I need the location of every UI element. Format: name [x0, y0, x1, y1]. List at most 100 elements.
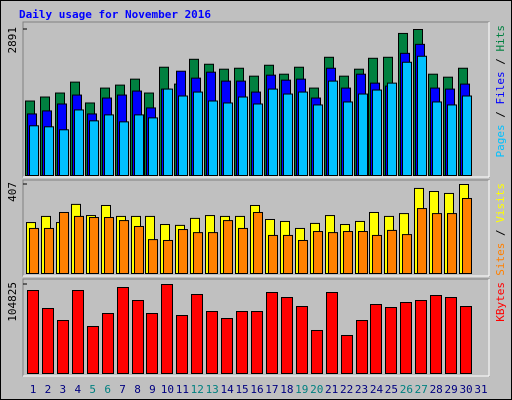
x-tick-label: 6: [104, 383, 111, 396]
bar: [251, 311, 263, 375]
bar: [102, 312, 114, 374]
bar: [72, 289, 84, 374]
bar: [417, 55, 427, 176]
bar: [193, 232, 203, 274]
bar: [178, 229, 188, 274]
bar: [29, 227, 39, 275]
bar: [119, 220, 129, 275]
bar: [462, 197, 472, 274]
bar: [358, 231, 368, 274]
bar: [42, 307, 54, 375]
x-tick-label: 10: [161, 383, 174, 396]
x-tick-label: 2: [45, 383, 52, 396]
legend-entry: Hits: [494, 25, 507, 52]
x-tick-label: 4: [74, 383, 81, 396]
bar: [161, 284, 173, 374]
x-tick-label: 21: [325, 383, 338, 396]
bar: [117, 287, 129, 375]
bar: [356, 320, 368, 375]
x-tick-label: 28: [430, 383, 443, 396]
legend: Sites / Visits: [494, 183, 507, 276]
bar: [119, 121, 129, 176]
bar: [445, 297, 457, 374]
legend-entry: Files: [494, 71, 507, 104]
bar: [74, 109, 84, 176]
legend-entry: Pages: [494, 124, 507, 157]
x-tick-label: 19: [295, 383, 308, 396]
bar: [358, 93, 368, 176]
bar: [328, 80, 338, 176]
x-tick-label: 27: [415, 383, 428, 396]
x-tick-label: 1: [30, 383, 37, 396]
bar: [387, 82, 397, 176]
bar: [104, 114, 114, 176]
y-tick-label: 104825: [6, 282, 19, 322]
x-tick-label: 13: [206, 383, 219, 396]
bar: [387, 229, 397, 274]
bar: [341, 334, 353, 374]
bar: [415, 300, 427, 375]
x-tick-label: 25: [385, 383, 398, 396]
x-tick-label: 18: [280, 383, 293, 396]
bar: [238, 96, 248, 176]
bar: [146, 312, 158, 374]
bar: [343, 231, 353, 274]
bar: [29, 125, 39, 176]
bar: [148, 117, 158, 176]
bar: [89, 217, 99, 274]
bar: [223, 102, 233, 176]
bar: [253, 103, 263, 176]
chart-title: Daily usage for November 2016: [19, 8, 211, 21]
bar: [268, 88, 278, 176]
bar: [104, 217, 114, 274]
x-tick-label: 30: [459, 383, 472, 396]
legend-separator: /: [494, 105, 507, 125]
bar: [193, 91, 203, 176]
bar: [417, 208, 427, 274]
bar: [221, 317, 233, 375]
bar: [253, 211, 263, 274]
bar: [296, 306, 308, 374]
bar: [134, 114, 144, 176]
bar: [281, 297, 293, 374]
bar: [148, 239, 158, 274]
x-tick-label: 24: [370, 383, 384, 396]
bar: [385, 307, 397, 374]
bar: [89, 120, 99, 176]
bar: [132, 300, 144, 375]
bar: [238, 227, 248, 275]
bar: [283, 234, 293, 275]
bar: [223, 220, 233, 275]
legend: KBytes: [494, 282, 507, 322]
x-tick-label: 8: [134, 383, 141, 396]
bar: [57, 320, 69, 375]
legend: Pages / Files / Hits: [494, 25, 507, 158]
bar: [178, 95, 188, 176]
bar: [447, 213, 457, 275]
bar: [460, 306, 472, 374]
bar: [326, 292, 338, 374]
x-tick-label: 7: [119, 383, 126, 396]
bar: [370, 303, 382, 374]
bar: [313, 104, 323, 176]
bar: [430, 294, 442, 374]
bar: [447, 104, 457, 176]
bar: [432, 213, 442, 275]
bar: [266, 292, 278, 374]
bar: [59, 211, 69, 274]
bar: [343, 101, 353, 176]
legend-entry: Visits: [494, 183, 507, 223]
bar: [27, 289, 39, 374]
bar: [176, 315, 188, 374]
x-tick-label: 5: [89, 383, 96, 396]
bar: [134, 225, 144, 275]
legend-entry: KBytes: [494, 282, 507, 322]
x-tick-label: 17: [265, 383, 278, 396]
bar: [206, 311, 218, 375]
bar: [163, 239, 173, 275]
x-tick-label: 15: [235, 383, 248, 396]
x-tick-label: 31: [474, 383, 487, 396]
x-tick-label: 3: [60, 383, 67, 396]
bar: [59, 129, 69, 177]
